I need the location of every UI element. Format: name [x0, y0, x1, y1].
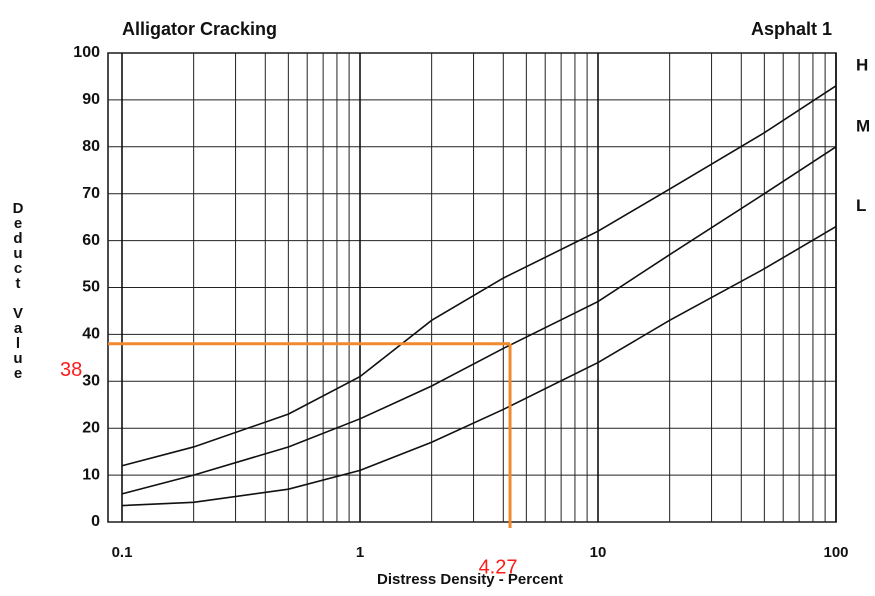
- y-tick-label: 80: [82, 138, 100, 155]
- y-tick-label: 100: [73, 44, 100, 61]
- annotation: 38: [60, 359, 82, 381]
- y-tick-label: 30: [82, 373, 100, 390]
- x-tick-label: 1: [356, 544, 364, 561]
- series-line: [121, 225, 837, 507]
- chart-title: Alligator Cracking: [122, 19, 277, 39]
- y-tick-label: 70: [82, 185, 100, 202]
- x-tick-label: 100: [823, 544, 848, 561]
- legend-label: M: [856, 116, 870, 135]
- y-tick-label: 90: [82, 91, 100, 108]
- x-axis-label: Distress Density - Percent: [377, 571, 563, 588]
- legend-label: H: [856, 55, 868, 74]
- y-tick-label: 50: [82, 279, 100, 296]
- y-tick-label: 40: [82, 326, 100, 343]
- chart-subtitle: Asphalt 1: [751, 19, 832, 39]
- y-axis-label: Deduct Value: [10, 200, 27, 380]
- x-tick-label: 0.1: [112, 544, 133, 561]
- series-line: [121, 85, 837, 467]
- y-tick-label: 20: [82, 419, 100, 436]
- legend-label: L: [856, 196, 866, 215]
- series-line: [121, 146, 837, 495]
- annotation: 4.27: [479, 556, 518, 578]
- y-tick-label: 10: [82, 466, 100, 483]
- y-tick-label: 60: [82, 232, 100, 249]
- x-tick-label: 10: [590, 544, 607, 561]
- y-tick-label: 0: [91, 513, 100, 530]
